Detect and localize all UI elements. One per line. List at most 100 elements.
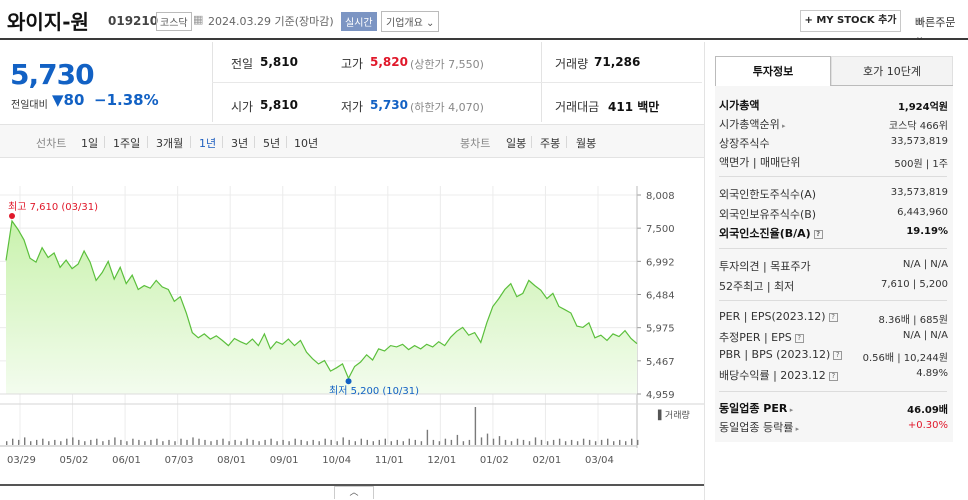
- chevron-right-icon: ▸: [779, 122, 786, 130]
- tab-candle-day[interactable]: 일봉: [506, 137, 527, 150]
- volume-bar: [204, 439, 206, 445]
- volume-bar: [282, 439, 284, 445]
- lower-limit: (하한가 4,070): [410, 101, 484, 114]
- open-label: 시가: [231, 100, 254, 114]
- volume-bar: [348, 439, 350, 445]
- volume-bar: [102, 441, 104, 445]
- volume-bar: [474, 407, 477, 445]
- amount-label: 거래대금: [555, 100, 600, 114]
- info-panel: [704, 42, 968, 500]
- price-chart[interactable]: 8,008 7,500 6,992 6,484 5,975 5,467 4,959 최고 7,…: [0, 158, 704, 500]
- stock-code: 019210: [108, 14, 159, 28]
- volume-bar: [276, 441, 278, 445]
- date-label: 2024.03.29 기준(장마감): [208, 15, 334, 28]
- volume-bar: [300, 439, 302, 445]
- tab-hoga[interactable]: 호가 10단계: [831, 56, 953, 86]
- volume-bar: [378, 439, 380, 445]
- chart-tab-bar: 선차트 1일 1주일 3개월 1년 3년 5년 10년 봉차트 일봉 주봉 월봉: [0, 124, 704, 158]
- volume-bar: [12, 438, 14, 445]
- stock-name: 와이지-원: [7, 10, 89, 34]
- help-icon[interactable]: ?: [828, 372, 838, 381]
- volume-bar: [312, 439, 314, 445]
- volume-bar: [270, 438, 272, 445]
- x-tick-label: 03/04: [585, 455, 614, 466]
- volume-bar: [156, 438, 158, 445]
- tab-period-3m[interactable]: 3개월: [156, 137, 184, 150]
- volume-bar: [631, 438, 633, 445]
- info-row-label[interactable]: 시가총액순위 ▸: [719, 118, 786, 131]
- change-label: 전일대비: [11, 100, 48, 111]
- line-chart-label: 선차트: [36, 137, 67, 150]
- add-mystock-button[interactable]: + MY STOCK 추가: [800, 10, 901, 32]
- volume-bar: [258, 441, 260, 445]
- info-row-value: 8.36배 | 685원: [878, 315, 948, 326]
- x-tick-label: 05/02: [60, 455, 89, 466]
- calendar-icon: ▦: [193, 13, 204, 26]
- volume-bar: [96, 438, 98, 445]
- tab-period-1w[interactable]: 1주일: [113, 137, 141, 150]
- info-row-value: +0.30%: [907, 420, 948, 431]
- volume-bar: [234, 439, 236, 445]
- volume-bar: [42, 438, 44, 445]
- info-row-label[interactable]: 동일업종 등락률 ▸: [719, 421, 800, 434]
- volume-bar: [336, 441, 338, 445]
- collapse-chart-button[interactable]: ︿: [334, 486, 374, 499]
- divider: [190, 136, 191, 148]
- tab-period-5y[interactable]: 5년: [263, 137, 281, 150]
- info-row-value: 33,573,819: [890, 187, 948, 198]
- x-tick-label: 09/01: [270, 455, 299, 466]
- info-row-value: 19.19%: [906, 226, 948, 237]
- volume-bar: [66, 438, 68, 445]
- tab-period-1y[interactable]: 1년: [199, 137, 217, 150]
- volume-bar: [588, 439, 591, 445]
- x-tick-label: 07/03: [165, 455, 194, 466]
- info-row-label: 배당수익률 | 2023.12?: [719, 367, 838, 383]
- volume-bar: [84, 441, 86, 445]
- high-annotation: 최고 7,610 (03/31): [8, 201, 98, 213]
- high-value: 5,820: [370, 55, 408, 69]
- info-row-label: 52주최고 | 최저: [719, 280, 795, 293]
- tab-invest-info[interactable]: 투자정보: [715, 56, 831, 86]
- y-tick-label: 7,500: [646, 224, 675, 235]
- y-tick-label: 6,484: [646, 291, 675, 302]
- info-row-label[interactable]: 동일업종 PER ▸: [719, 402, 794, 415]
- tab-period-3y[interactable]: 3년: [231, 137, 249, 150]
- volume-bar: [534, 437, 537, 445]
- volume-bar: [570, 439, 573, 445]
- volume-bar: [6, 441, 8, 445]
- volume-bar: [540, 439, 543, 445]
- help-icon[interactable]: ?: [813, 230, 823, 239]
- volume-bar: [552, 439, 555, 445]
- volume-bar: [522, 439, 525, 445]
- volume-bar: [438, 441, 441, 445]
- y-tick-label: 5,467: [646, 357, 675, 368]
- help-icon[interactable]: ?: [794, 334, 804, 343]
- volume-bar: [228, 441, 230, 445]
- volume-bar: [126, 441, 128, 445]
- prev-close-label: 전일: [231, 57, 254, 71]
- volume-bar: [90, 439, 92, 445]
- divider: [254, 136, 255, 148]
- realtime-button[interactable]: 실시간: [341, 12, 377, 31]
- tab-candle-month[interactable]: 월봉: [576, 137, 597, 150]
- x-tick-label: 03/29: [7, 455, 36, 466]
- info-row-value: 33,573,819: [890, 136, 948, 147]
- x-tick-label: 11/01: [375, 455, 404, 466]
- help-icon[interactable]: ?: [828, 313, 838, 322]
- volume-bar: [480, 437, 483, 445]
- tab-candle-week[interactable]: 주봉: [540, 137, 561, 150]
- tab-period-1d[interactable]: 1일: [81, 137, 99, 150]
- volume-bar: [516, 438, 519, 445]
- volume-bar: [114, 437, 116, 445]
- volume-bar: [192, 437, 194, 445]
- tab-period-10y[interactable]: 10년: [294, 137, 319, 150]
- quick-order-button[interactable]: 빠른주문 ⌄: [915, 16, 956, 43]
- low-annotation: 최저 5,200 (10/31): [329, 385, 419, 397]
- market-badge: 코스닥: [156, 12, 192, 31]
- help-icon[interactable]: ?: [833, 351, 843, 360]
- corp-info-dropdown[interactable]: 기업개요 ⌄: [381, 11, 440, 32]
- volume-bar: [168, 439, 170, 445]
- info-row-label: 상장주식수: [719, 137, 770, 150]
- x-tick-label: 08/01: [217, 455, 246, 466]
- volume-bar: [354, 441, 356, 445]
